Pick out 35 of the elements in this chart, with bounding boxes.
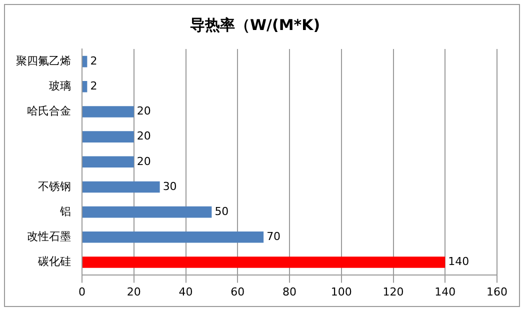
x-tick-label: 120 xyxy=(382,285,404,298)
data-label: 20 xyxy=(136,154,151,168)
y-tick-label: 不锈钢 xyxy=(38,180,71,193)
bar xyxy=(82,256,446,268)
chart-title: 导热率（W/(M*K) xyxy=(190,16,320,34)
bar xyxy=(82,181,160,193)
x-tick-label: 60 xyxy=(230,285,245,298)
bar xyxy=(82,206,212,218)
x-tick-label: 40 xyxy=(178,285,193,298)
data-label: 50 xyxy=(214,204,229,218)
y-tick-label: 哈氏合金 xyxy=(27,104,71,118)
x-tick-label: 0 xyxy=(78,285,86,298)
data-label: 2 xyxy=(90,79,98,92)
bar xyxy=(82,232,264,243)
bar xyxy=(82,106,134,118)
data-label: 30 xyxy=(162,180,177,193)
x-tick-label: 100 xyxy=(330,285,352,298)
bar xyxy=(82,131,134,142)
y-tick-label: 铝 xyxy=(59,204,71,218)
x-tick-label: 80 xyxy=(282,285,296,298)
y-tick-label: 聚四氟乙烯 xyxy=(16,54,71,68)
x-tick-label: 140 xyxy=(434,285,456,298)
x-tick-label: 20 xyxy=(126,285,141,298)
x-tick-label: 160 xyxy=(486,285,508,298)
data-label: 20 xyxy=(136,130,151,143)
data-label: 2 xyxy=(90,54,98,68)
y-tick-label: 玻璃 xyxy=(49,79,71,92)
bar xyxy=(82,156,134,168)
bar xyxy=(82,56,88,68)
data-label: 140 xyxy=(448,255,470,268)
y-tick-label: 碳化硅 xyxy=(37,255,71,268)
bar xyxy=(82,80,88,92)
y-tick-label: 改性石墨 xyxy=(27,230,71,244)
data-label: 20 xyxy=(136,104,151,118)
data-label: 70 xyxy=(266,230,281,244)
